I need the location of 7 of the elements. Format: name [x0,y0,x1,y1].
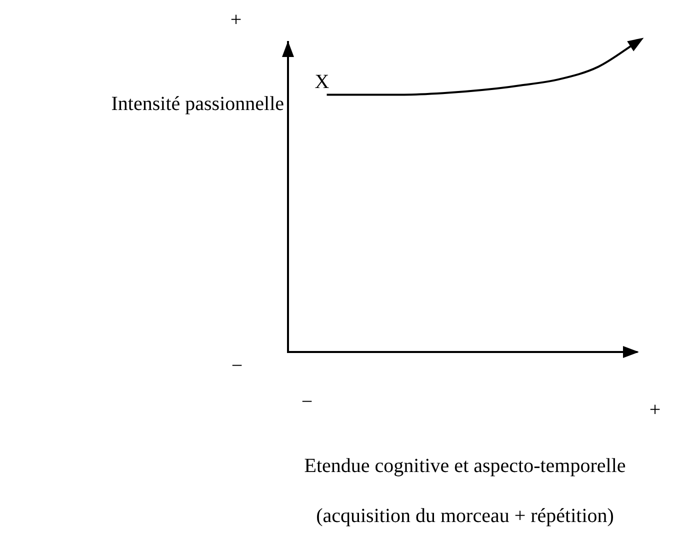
text: − [301,391,313,413]
y-axis-title: Intensité passionnelle [111,93,284,115]
text: + [230,9,242,31]
text: Etendue cognitive et aspecto-temporelle (acquisition du morceau + répétition) [304,455,626,527]
text: + [649,399,661,421]
annotation: X [314,71,330,93]
text: − [231,355,243,377]
